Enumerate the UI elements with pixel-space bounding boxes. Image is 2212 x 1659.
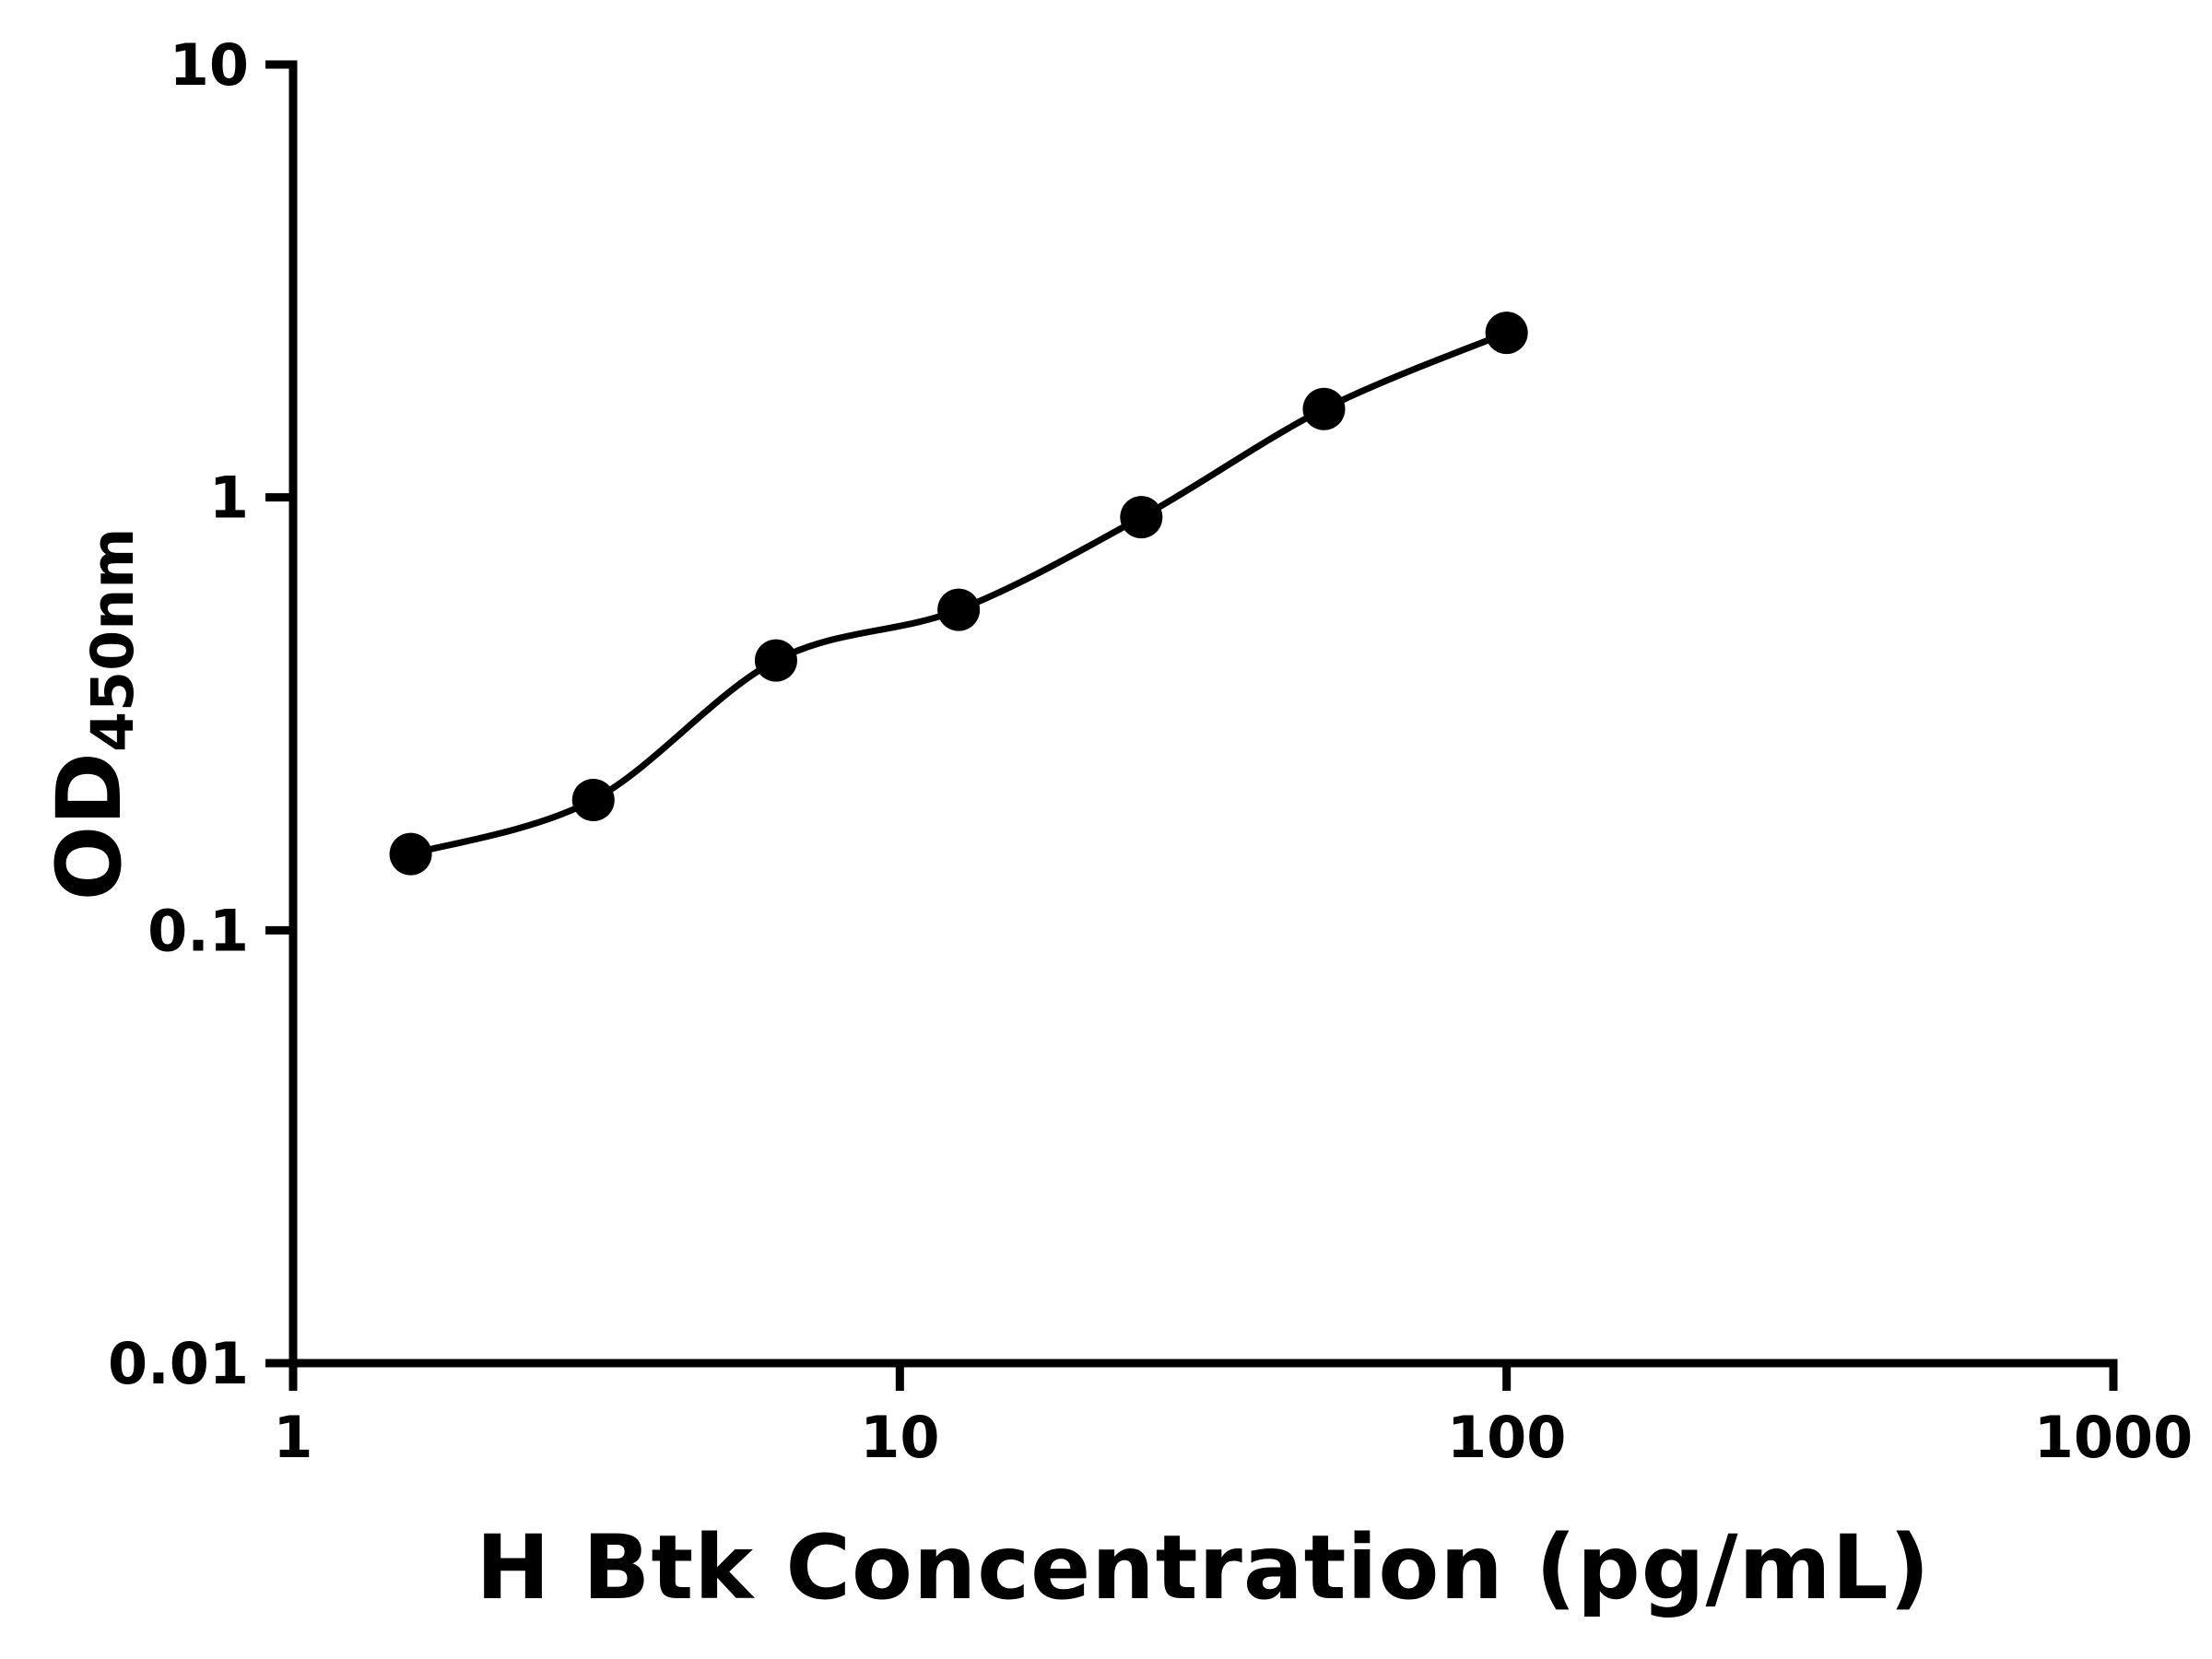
data-point-marker xyxy=(1485,312,1528,355)
data-point-marker xyxy=(754,639,797,682)
data-point-marker xyxy=(389,832,432,876)
x-tick-label: 10 xyxy=(860,1404,939,1471)
axis-frame xyxy=(288,60,2118,1368)
y-tick-label: 0.01 xyxy=(108,1330,249,1397)
y-tick-label: 1 xyxy=(209,465,249,532)
x-tick-label: 1 xyxy=(273,1404,312,1471)
y-axis-title-main: OD xyxy=(38,752,142,901)
y-tick-label: 0.1 xyxy=(147,897,249,964)
data-point-marker xyxy=(1120,496,1163,539)
y-tick-label: 10 xyxy=(170,31,249,99)
y-axis-title: OD450nm xyxy=(38,528,147,901)
x-axis-title: H Btk Concentration (pg/mL) xyxy=(476,1516,1931,1619)
data-point-marker xyxy=(571,778,615,821)
x-tick-label: 1000 xyxy=(2034,1404,2194,1471)
y-axis-title-subscript: 450nm xyxy=(77,527,147,753)
x-tick-label: 100 xyxy=(1447,1404,1566,1471)
data-point-marker xyxy=(937,588,981,631)
data-point-marker xyxy=(1302,387,1346,430)
